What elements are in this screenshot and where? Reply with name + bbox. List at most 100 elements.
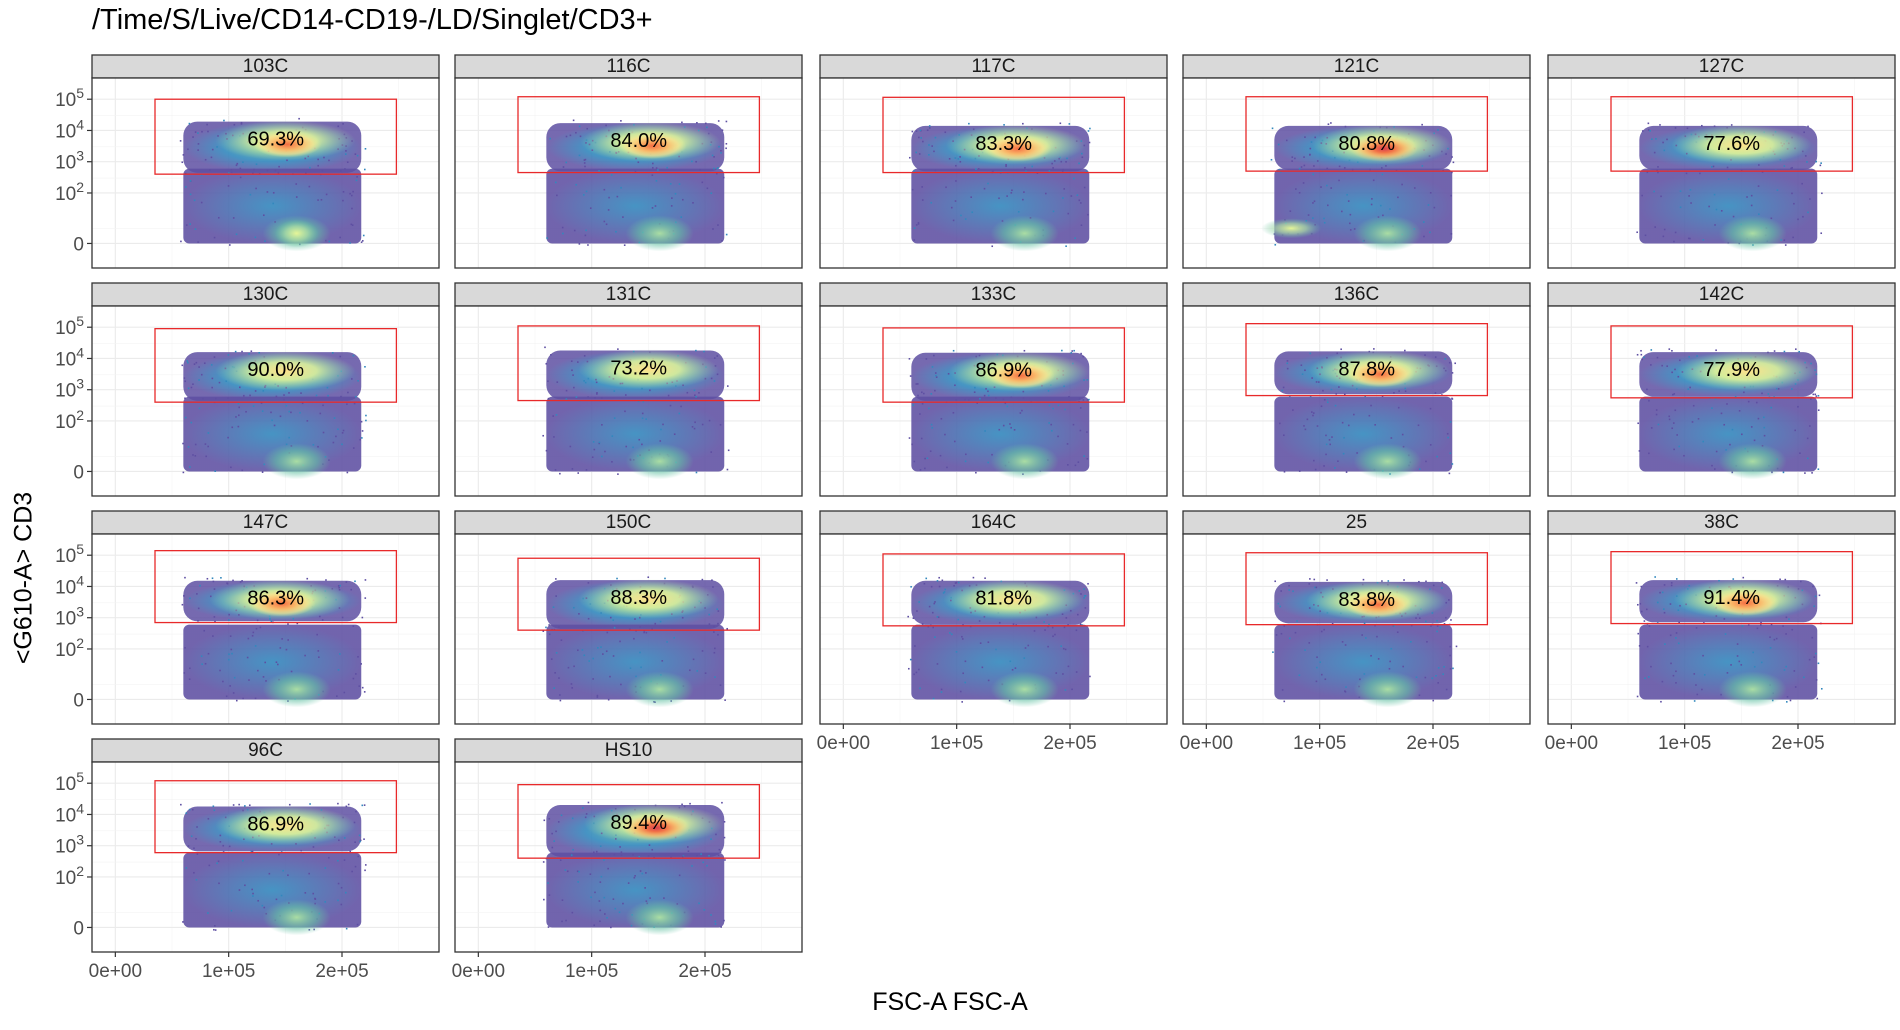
facet-panel: 83.3% [819,77,1168,269]
scatter-point [1662,235,1665,238]
scatter-point [1338,165,1341,168]
scatter-point [1753,665,1756,668]
scatter-point [1432,699,1435,702]
scatter-point [317,445,319,448]
scatter-point [1387,580,1390,582]
scatter-point [640,666,642,669]
scatter-point [352,625,355,627]
scatter-point [1415,617,1417,619]
scatter-point [1401,433,1404,436]
scatter-point [233,676,236,679]
scatter-point [645,631,648,634]
scatter-point [560,639,563,641]
scatter-point [1061,613,1064,616]
y-tick-label: 105 [55,313,84,339]
scatter-point [1689,386,1691,389]
scatter-point [585,229,587,232]
scatter-point [714,923,717,925]
scatter-point [1326,184,1328,187]
x-tick-label: 2e+05 [1043,733,1096,754]
scatter-point [1660,195,1662,198]
scatter-point [1660,700,1662,703]
scatter-point [339,653,341,655]
scatter-point [596,393,598,395]
gate-percent-label: 73.2% [610,357,667,379]
scatter-point [1727,178,1730,180]
scatter-point [356,176,358,178]
scatter-point [603,188,606,191]
scatter-point [984,577,986,580]
scatter-point [624,410,626,413]
scatter-point [724,699,726,701]
scatter-point [1730,664,1732,666]
scatter-point [560,814,563,817]
scatter-point [666,166,668,169]
gate-percent-label: 87.8% [1338,358,1395,380]
scatter-point [1675,670,1677,673]
scatter-point [619,846,621,848]
scatter-point [270,620,273,623]
scatter-point [712,586,714,588]
scatter-point [288,436,290,439]
scatter-point [1031,165,1034,168]
scatter-point [1425,580,1427,583]
scatter-point [562,232,564,235]
scatter-point [197,241,199,243]
scatter-point [271,419,273,422]
scatter-point [547,397,550,400]
scatter-point [565,919,567,922]
scatter-point [237,425,240,428]
scatter-point [926,129,929,132]
gate-rectangle [517,96,761,174]
scatter-point [1364,395,1367,398]
scatter-point [308,185,311,188]
scatter-point [252,895,254,897]
scatter-point [607,867,609,870]
scatter-point [240,121,243,124]
scatter-point [972,576,975,579]
scatter-point [268,872,271,875]
panel-border [1547,533,1896,725]
scatter-point [325,193,328,196]
scatter-point [194,455,197,457]
scatter-point [357,655,359,658]
upper-hotspot-core [1346,361,1415,388]
scatter-point [185,812,188,815]
scatter-point [1674,127,1677,129]
scatter-point [1316,666,1318,669]
scatter-point [584,158,587,161]
scatter-point [242,859,244,862]
scatter-point [1344,125,1347,128]
scatter-point [1382,214,1384,217]
upper-hotspot-core [1350,135,1418,162]
gate-percent-label: 86.3% [247,588,304,610]
scatter-point [964,218,967,220]
facet-strip-label: 133C [971,284,1016,305]
scatter-point [1009,660,1012,663]
scatter-point [1714,468,1716,470]
scatter-point [961,635,963,638]
scatter-point [317,158,319,161]
facet-panel: 77.6% [1547,77,1896,269]
scatter-point [911,188,914,191]
scatter-point [586,127,589,130]
scatter-point [319,412,322,415]
scatter-point [1283,434,1285,437]
scatter-point [1674,231,1677,234]
gate-rectangle [154,780,398,854]
scatter-point [1348,222,1351,225]
scatter-point [1747,400,1750,403]
scatter-point [651,848,654,851]
scatter-point [321,619,324,621]
facet-panel: 84.0% [454,77,803,269]
scatter-point [243,394,245,397]
scatter-point [280,894,283,897]
scatter-point [1343,167,1346,169]
scatter-point [918,668,920,671]
scatter-point [933,150,935,153]
scatter-point [1675,578,1678,580]
scatter-point [979,642,982,644]
scatter-point [1424,676,1427,679]
